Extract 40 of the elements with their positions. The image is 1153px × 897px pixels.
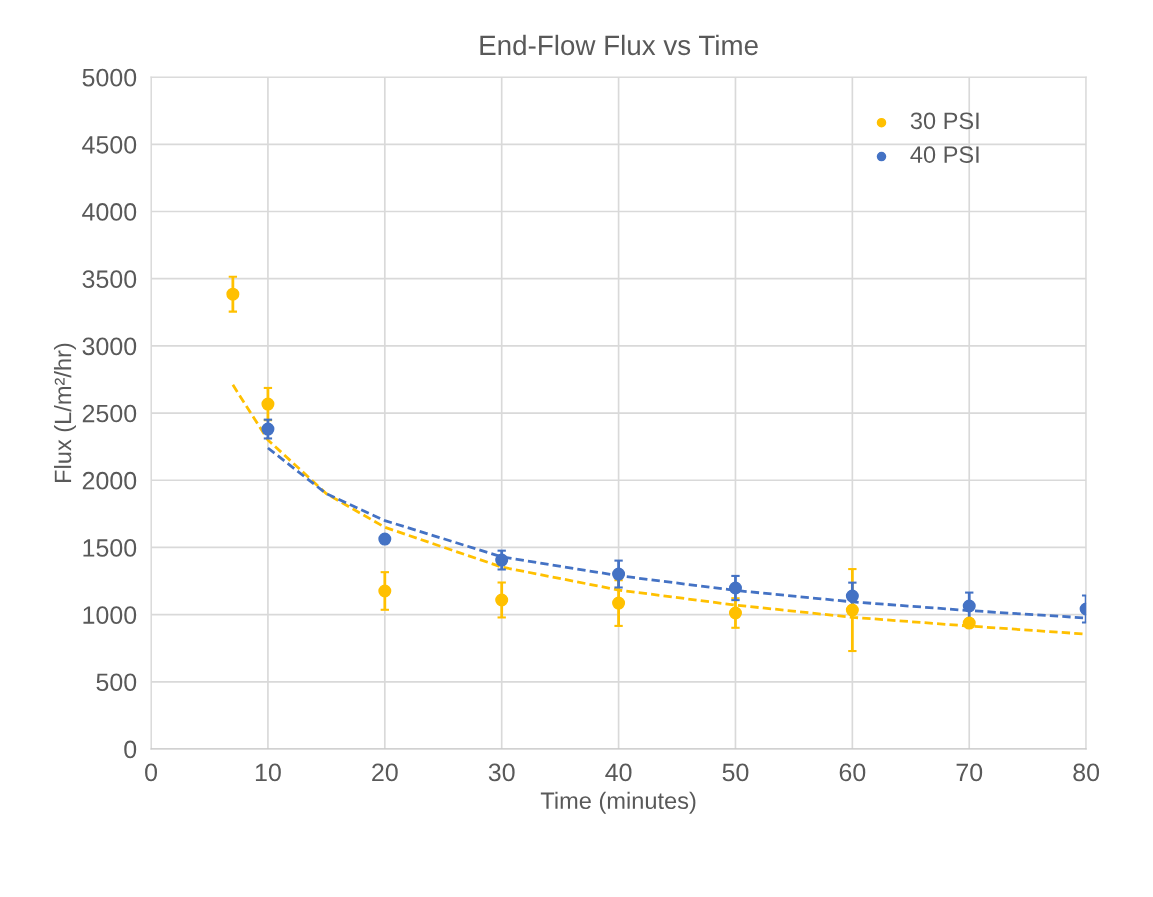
point	[495, 593, 509, 607]
y-tick-label: 500	[96, 673, 137, 692]
point	[612, 596, 626, 610]
point	[378, 532, 392, 546]
x-tick-label: 20	[372, 763, 398, 782]
x-tick-label: 50	[722, 763, 749, 782]
point	[612, 567, 626, 581]
point	[845, 589, 859, 603]
y-tick-label: 5000	[82, 68, 137, 87]
y-tick-label: 4500	[82, 135, 137, 154]
point	[962, 616, 976, 630]
point	[962, 599, 976, 613]
y-tick-label: 3500	[82, 270, 137, 288]
x-tick-label: 80	[1073, 763, 1100, 782]
point	[728, 606, 742, 620]
y-tick-label: 2000	[82, 471, 137, 490]
x-tick-label: 60	[839, 763, 866, 782]
legend-label: 30 PSI	[910, 112, 979, 130]
chart-title: End-Flow Flux vs Time	[480, 34, 758, 56]
y-tick-label: 4000	[82, 203, 137, 221]
point	[226, 287, 240, 301]
point	[728, 581, 742, 595]
y-tick-label: 2500	[82, 404, 137, 423]
legend-label: 40 PSI	[910, 146, 979, 163]
y-tick-label: 3000	[82, 337, 137, 356]
x-tick-label: 0	[145, 763, 158, 782]
y-tick-label: 0	[124, 740, 137, 759]
point	[378, 584, 392, 598]
point	[845, 603, 859, 617]
y-tick-label: 1000	[83, 606, 137, 624]
point	[261, 397, 275, 411]
y-axis-title: Flux (L/m²/hr)	[53, 343, 76, 482]
x-tick-label: 30	[488, 763, 515, 782]
point	[261, 422, 275, 436]
x-tick-label: 10	[255, 763, 281, 782]
x-tick-label: 70	[956, 763, 983, 782]
x-tick-label: 40	[605, 763, 632, 782]
x-axis-title: Time (minutes)	[540, 791, 696, 814]
y-tick-label: 1500	[83, 539, 137, 557]
point	[495, 553, 509, 567]
